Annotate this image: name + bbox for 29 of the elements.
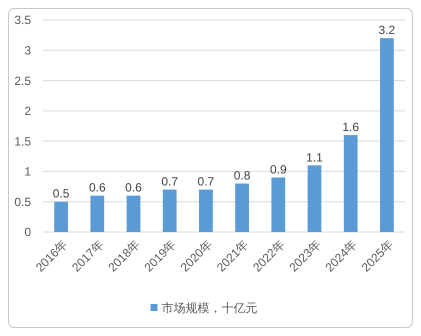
data-label: 0.7	[161, 174, 178, 189]
bar	[54, 202, 68, 232]
bar	[235, 184, 249, 232]
y-tick-label: 1	[24, 164, 32, 179]
bar	[90, 196, 104, 232]
data-label: 0.5	[52, 186, 70, 201]
data-label: 1.1	[306, 150, 324, 164]
y-tick-label: 3.5	[14, 13, 32, 28]
bar	[308, 165, 322, 232]
data-label: 0.9	[270, 162, 287, 176]
data-label: 0.6	[125, 180, 142, 195]
data-label: 3.2	[378, 23, 396, 38]
y-tick-label: 1.5	[14, 134, 32, 148]
bar	[271, 177, 286, 232]
y-tick-label: 0.5	[14, 194, 32, 209]
y-tick-label: 2	[24, 104, 32, 118]
bar	[344, 135, 358, 232]
data-label: 0.8	[234, 168, 251, 183]
y-tick-label: 2.5	[14, 74, 32, 88]
data-label: 0.7	[198, 174, 215, 189]
y-tick-label: 3	[24, 43, 32, 58]
y-tick-label: 0	[24, 225, 32, 240]
bar	[380, 38, 394, 232]
bar	[126, 196, 140, 232]
data-label: 1.6	[342, 120, 360, 134]
data-label: 0.6	[88, 180, 106, 195]
bar	[162, 190, 177, 232]
bar	[199, 190, 213, 232]
legend-label: 市场规模，十亿元	[162, 301, 258, 316]
